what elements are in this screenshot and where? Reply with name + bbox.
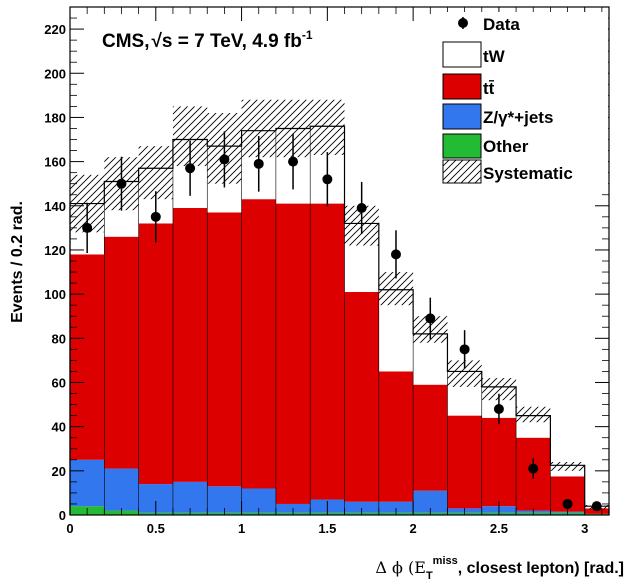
syst-bin-12 xyxy=(481,378,517,401)
legend-syst-swatch xyxy=(442,159,482,184)
legend-zjets-swatch xyxy=(442,103,482,130)
xtick-label-1: 0.5 xyxy=(147,521,165,536)
data-point-2 xyxy=(150,211,161,222)
data-point-0 xyxy=(82,222,93,233)
bar-2-5 xyxy=(241,199,276,489)
data-point-11 xyxy=(459,344,470,355)
ytick-label-2: 40 xyxy=(52,420,66,435)
data-point-3 xyxy=(185,163,196,174)
ytick-label-8: 160 xyxy=(44,155,66,170)
syst-bin-13 xyxy=(516,406,551,423)
bar-2-7 xyxy=(310,203,345,500)
bar-2-12 xyxy=(481,417,517,507)
x-axis-label: Δ ϕ (ETmiss, closest lepton) [rad.] xyxy=(375,555,624,582)
data-points xyxy=(82,131,602,512)
bar-1-10 xyxy=(413,490,448,513)
xtick-label-6: 3 xyxy=(581,521,588,536)
data-point-5 xyxy=(253,158,264,169)
data-point-15 xyxy=(591,501,602,512)
data-point-14 xyxy=(562,498,573,509)
xtick-label-0: 0 xyxy=(66,521,73,536)
bar-2-6 xyxy=(275,203,311,504)
data-point-6 xyxy=(288,156,299,167)
ytick-label-9: 180 xyxy=(44,110,66,125)
legend-tw-swatch xyxy=(442,41,482,68)
legend-ttbar-swatch xyxy=(442,73,482,100)
bar-3-14 xyxy=(550,465,585,477)
ytick-label-11: 220 xyxy=(44,22,66,37)
xtick-label-4: 2 xyxy=(410,521,417,536)
bar-2-8 xyxy=(344,291,379,502)
bar-2-4 xyxy=(207,212,242,487)
ytick-label-1: 20 xyxy=(52,464,66,479)
data-point-1 xyxy=(116,178,127,189)
bar-2-0 xyxy=(70,254,105,460)
bar-2-10 xyxy=(413,384,448,491)
ytick-label-3: 60 xyxy=(52,375,66,390)
legend-data: Data xyxy=(483,15,520,34)
bar-2-2 xyxy=(138,223,173,485)
legend-syst: Systematic xyxy=(483,164,573,183)
legend-tw: tW xyxy=(483,47,506,66)
syst-bin-2 xyxy=(138,146,173,200)
bar-2-3 xyxy=(172,207,208,482)
y-axis-label: Events / 0.2 rad. xyxy=(9,201,26,323)
data-point-12 xyxy=(493,403,504,414)
ytick-label-10: 200 xyxy=(44,66,66,81)
ytick-label-0: 0 xyxy=(59,508,66,523)
xtick-label-5: 2.5 xyxy=(490,521,508,536)
syst-bin-7 xyxy=(310,99,345,155)
data-point-10 xyxy=(425,313,436,324)
xtick-label-2: 1 xyxy=(238,521,245,536)
data-point-9 xyxy=(390,249,401,260)
axes: 0 20 40 60 80 100 120 140 160 180 200 220 0 0.5 1 1.5 2 2… xyxy=(44,6,610,536)
ytick-label-5: 100 xyxy=(44,287,66,302)
ytick-label-4: 80 xyxy=(52,331,66,346)
data-point-8 xyxy=(356,202,367,213)
ytick-label-7: 140 xyxy=(44,199,66,214)
cms-label: CMS, √s = 7 TeV, 4.9 fb-1 xyxy=(102,28,313,52)
data-point-13 xyxy=(528,463,539,474)
data-point-7 xyxy=(322,174,333,185)
ytick-label-6: 120 xyxy=(44,243,66,258)
bar-1-9 xyxy=(378,501,414,513)
xtick-label-3: 1.5 xyxy=(318,521,336,536)
bar-2-11 xyxy=(447,415,482,509)
bar-1-0 xyxy=(70,459,105,507)
bar-1-3 xyxy=(172,481,208,513)
legend: Data tW tt̄ Z/γ*+jets Other Systematic xyxy=(440,12,608,186)
bar-1-1 xyxy=(104,468,139,511)
syst-bin-14 xyxy=(550,461,585,471)
bar-1-8 xyxy=(344,501,379,513)
data-point-4 xyxy=(219,154,230,165)
legend-other-swatch xyxy=(442,133,482,159)
legend-zjets: Z/γ*+jets xyxy=(483,108,553,127)
legend-other: Other xyxy=(483,137,529,156)
bar-2-9 xyxy=(378,371,414,502)
bar-2-1 xyxy=(104,236,139,469)
legend-ttbar: tt̄ xyxy=(483,79,495,98)
